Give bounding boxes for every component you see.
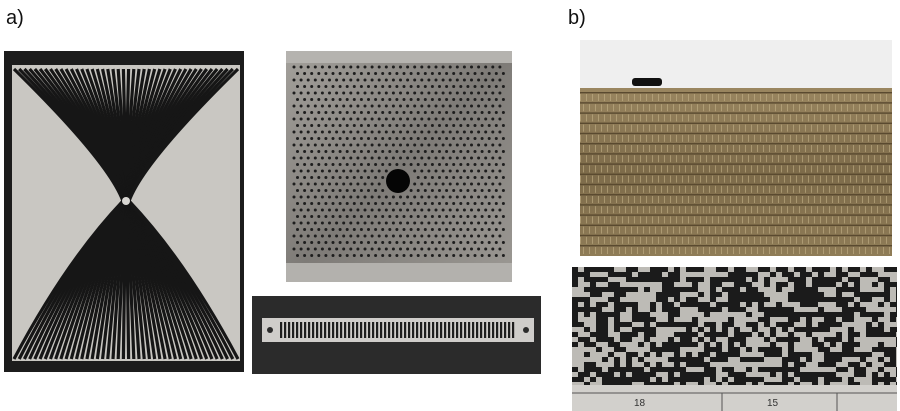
perforated-plate-photo xyxy=(286,51,512,282)
slotted-strip-photo xyxy=(252,296,541,374)
ruler-mark-15: 15 xyxy=(767,398,779,409)
binary-pattern-image: 18 15 xyxy=(572,267,897,411)
ruler-mark-18: 18 xyxy=(634,398,646,409)
corrugated-panel-image xyxy=(580,40,892,256)
perforated-plate-image xyxy=(286,51,512,282)
corrugated-panel-photo xyxy=(580,40,892,256)
binary-pattern-photo: 18 15 xyxy=(572,267,897,411)
panel-label-a: a) xyxy=(6,7,24,29)
radial-slot-plate-photo xyxy=(4,51,244,372)
panel-label-b: b) xyxy=(568,7,586,29)
radial-slot-plate-image xyxy=(4,51,244,372)
slotted-strip-image xyxy=(252,296,541,374)
